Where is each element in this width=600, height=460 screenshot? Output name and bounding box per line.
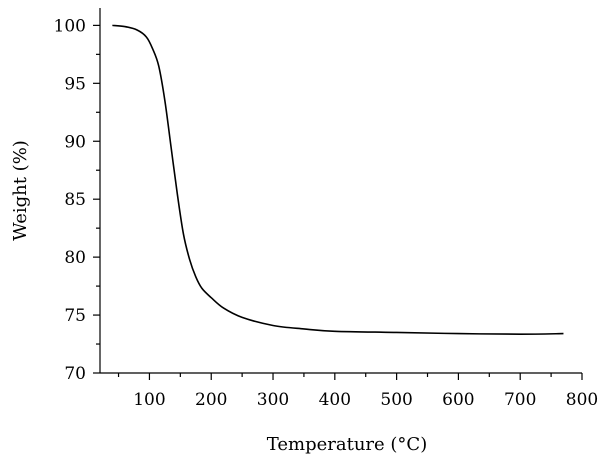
- x-ticks: 100 200 300 400 500 600 700 800: [117, 373, 598, 410]
- y-tick-label: 70: [64, 364, 86, 384]
- y-tick-label: 100: [54, 16, 86, 36]
- axes: [99, 8, 582, 374]
- series-line-0: [112, 24, 564, 335]
- y-tick-label: 95: [64, 74, 86, 94]
- x-tick-label: 700: [504, 390, 536, 410]
- x-tick-label: 600: [442, 390, 474, 410]
- x-tick-label: 800: [566, 390, 598, 410]
- y-tick-label: 80: [64, 248, 86, 268]
- x-tick-label: 500: [380, 390, 412, 410]
- x-tick-label: 400: [319, 390, 351, 410]
- y-tick-label: 90: [64, 132, 86, 152]
- x-tick-label: 100: [133, 390, 165, 410]
- y-axis-title: Weight (%): [10, 140, 31, 241]
- y-tick-label: 75: [64, 306, 86, 326]
- x-tick-label: 200: [195, 390, 227, 410]
- y-tick-label: 85: [64, 190, 86, 210]
- y-ticks: 70 75 80 85 90 95 100: [54, 16, 100, 384]
- x-tick-label: 300: [257, 390, 289, 410]
- x-axis-title: Temperature (°C): [267, 434, 427, 455]
- plot-area: [112, 24, 564, 335]
